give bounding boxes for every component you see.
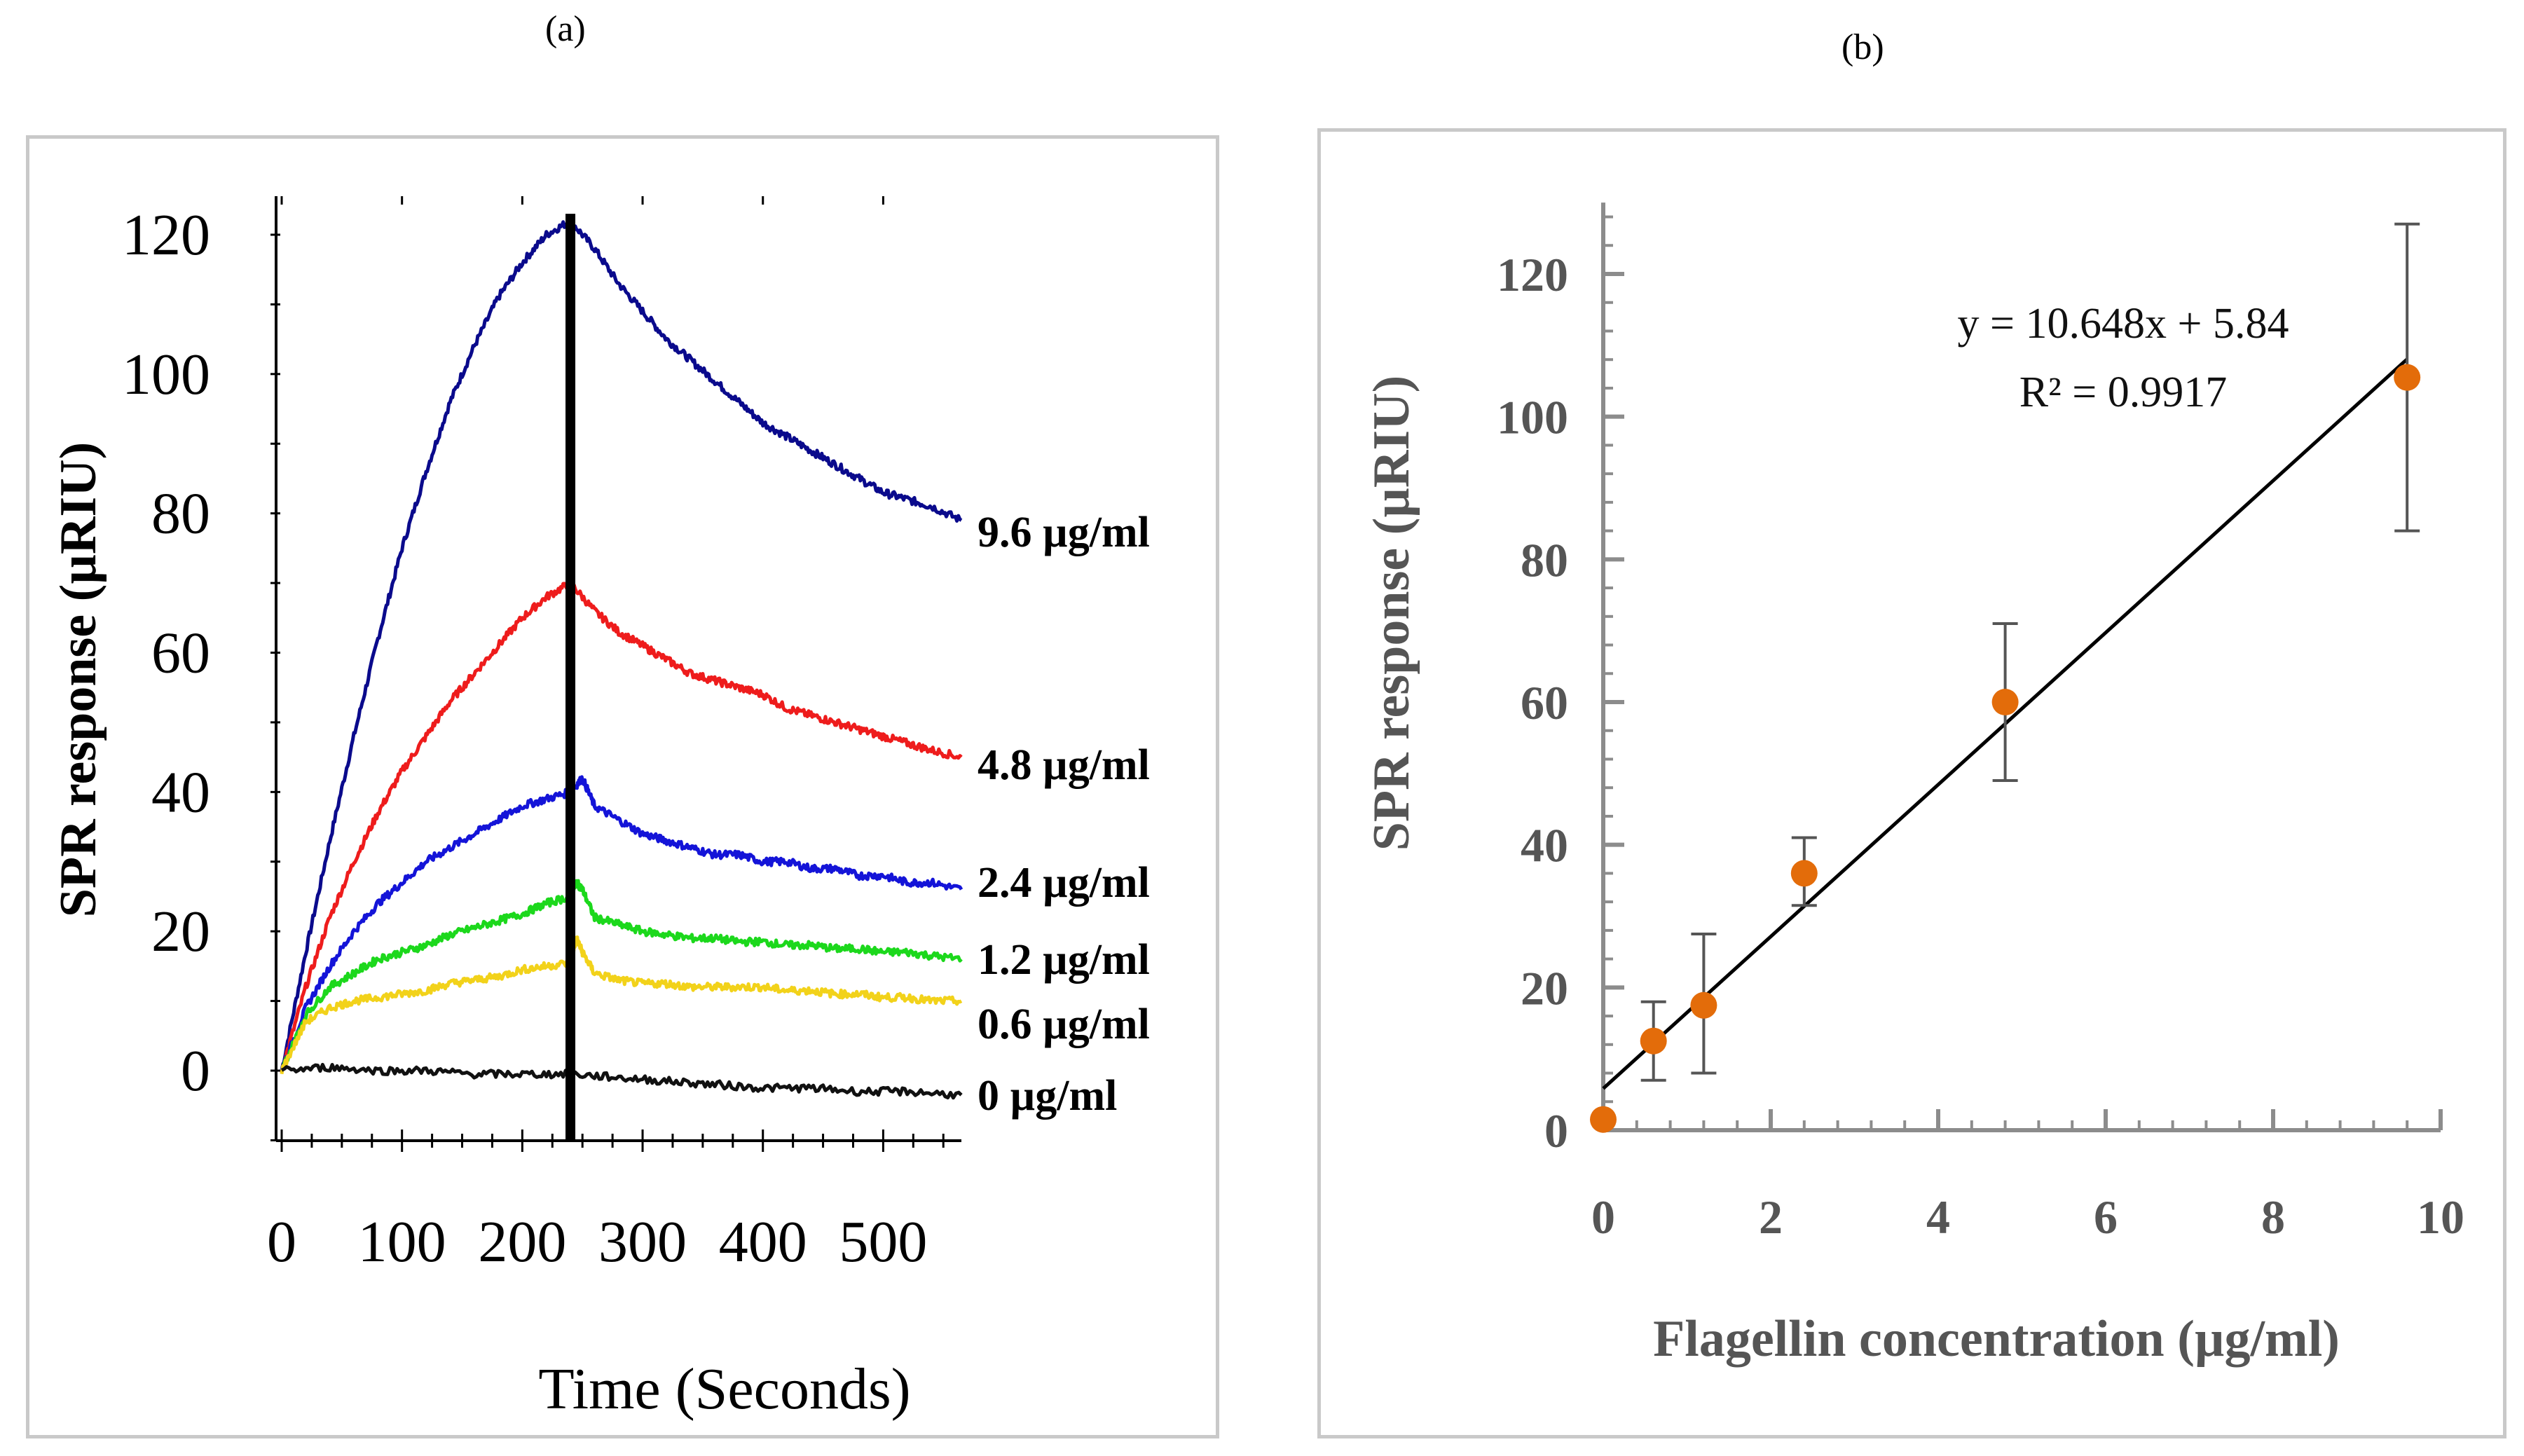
x-tick-label-a: 0 [267,1209,296,1275]
series-line-5 [280,1062,963,1100]
series-label-4: 0.6 µg/ml [978,1001,1150,1048]
series-line-2 [280,775,963,1071]
y-axis-label-b: SPR response (µRIU) [1363,376,1420,851]
x-tick-label-b: 2 [1759,1190,1783,1244]
y-tick-label-b: 0 [1544,1104,1568,1158]
data-point [1991,689,2019,715]
plot-group-b [1590,222,2421,1133]
y-tick-label-a: 120 [122,202,210,268]
y-axis-label-a: SPR response (µRIU) [50,442,107,918]
data-point [2394,364,2421,391]
series-label-5: 0 µg/ml [978,1072,1117,1120]
x-axis-label-a: Time (Seconds) [538,1357,910,1422]
series-label-0: 9.6 µg/ml [978,509,1150,556]
x-tick-label-a: 100 [358,1209,446,1275]
series-label-1: 4.8 µg/ml [978,741,1150,789]
y-tick-label-b: 120 [1497,248,1568,301]
data-point [1590,1106,1617,1133]
series-line-4 [280,935,963,1075]
panel-a-label: (a) [545,9,586,49]
y-tick-label-b: 80 [1521,533,1568,586]
data-point [1640,1027,1667,1055]
panel-b-frame [1317,128,2506,1438]
x-tick-label-b: 6 [2094,1190,2118,1244]
data-point [1690,991,1717,1019]
panel-b-label: (b) [1841,27,1884,67]
x-tick-label-a: 200 [478,1209,566,1275]
x-tick-label-b: 4 [1926,1190,1950,1244]
x-tick-label-b: 10 [2417,1190,2464,1244]
trendline-equation: y = 10.648x + 5.84 [1958,300,2289,348]
y-tick-label-a: 60 [151,621,210,686]
x-tick-label-a: 500 [839,1209,927,1275]
panel-a-frame [26,135,1219,1438]
r-squared-value: R² = 0.9917 [2019,369,2227,416]
data-point [1790,860,1818,887]
series-labels-a: 9.6 µg/ml 4.8 µg/ml 2.4 µg/ml 1.2 µg/ml 0.6 … [978,509,1150,1120]
axes-a: 0 100 200 300 400 500 0 20 40 60 80 100 120 [122,196,961,1275]
x-tick-label-b: 8 [2261,1190,2285,1244]
y-tick-label-b: 60 [1521,676,1568,729]
series-line-1 [280,578,963,1073]
y-tick-label-a: 80 [151,481,210,547]
x-axis-label-b: Flagellin concentration (µg/ml) [1653,1310,2340,1368]
y-tick-label-a: 40 [151,760,210,825]
series-line-0 [280,219,963,1071]
x-tick-label-b: 0 [1591,1190,1615,1244]
series-line-3 [280,879,963,1071]
y-tick-label-a: 0 [181,1038,210,1104]
y-tick-label-b: 40 [1521,819,1568,872]
y-tick-label-a: 100 [122,342,210,407]
x-tick-label-a: 400 [719,1209,807,1275]
series-group-a [280,214,963,1141]
series-label-2: 2.4 µg/ml [978,859,1150,907]
y-tick-label-a: 20 [151,899,210,964]
y-tick-label-b: 20 [1521,961,1568,1015]
y-tick-label-b: 100 [1497,391,1568,444]
series-label-3: 1.2 µg/ml [978,936,1150,984]
x-tick-label-a: 300 [598,1209,687,1275]
